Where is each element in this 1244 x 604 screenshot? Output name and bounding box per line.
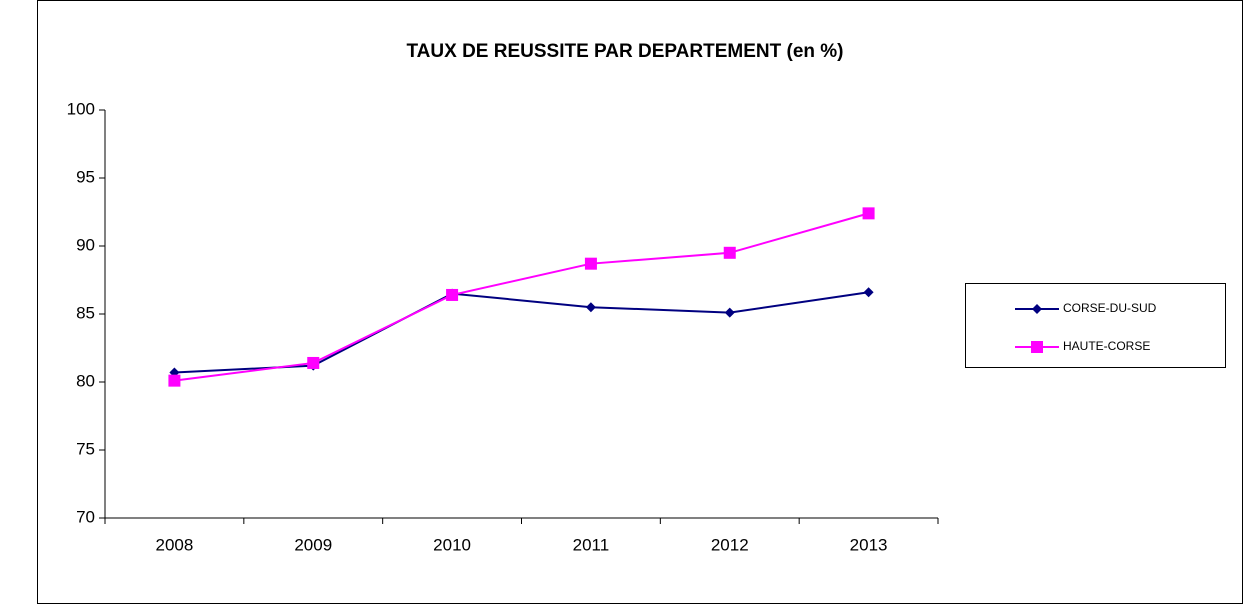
legend <box>965 283 1226 368</box>
legend-marker <box>1032 304 1042 314</box>
y-tick-label: 95 <box>76 167 95 186</box>
legend-marker <box>1031 341 1043 353</box>
y-tick-label: 85 <box>76 303 95 322</box>
x-tick-label: 2013 <box>850 535 888 554</box>
data-point <box>168 374 181 387</box>
y-tick-label: 100 <box>67 99 95 118</box>
data-point <box>446 288 459 301</box>
x-tick-label: 2009 <box>294 535 332 554</box>
data-point <box>584 257 597 270</box>
data-point <box>585 302 596 313</box>
y-tick-label: 90 <box>76 235 95 254</box>
chart-title: TAUX DE REUSSITE PAR DEPARTEMENT (en %) <box>406 41 843 62</box>
data-point <box>723 246 736 259</box>
legend-label: CORSE-DU-SUD <box>1063 301 1157 315</box>
y-tick-label: 80 <box>76 371 95 390</box>
legend-label: HAUTE-CORSE <box>1063 339 1150 353</box>
data-point <box>862 207 875 220</box>
x-tick-label: 2010 <box>433 535 471 554</box>
x-tick-label: 2008 <box>156 535 194 554</box>
x-tick-label: 2012 <box>711 535 749 554</box>
series-line <box>174 212 869 382</box>
data-point <box>724 307 735 318</box>
y-tick-label: 75 <box>76 439 95 458</box>
data-point <box>307 356 320 369</box>
data-point <box>863 287 874 298</box>
y-tick-label: 70 <box>76 507 95 526</box>
x-tick-label: 2011 <box>573 535 610 554</box>
